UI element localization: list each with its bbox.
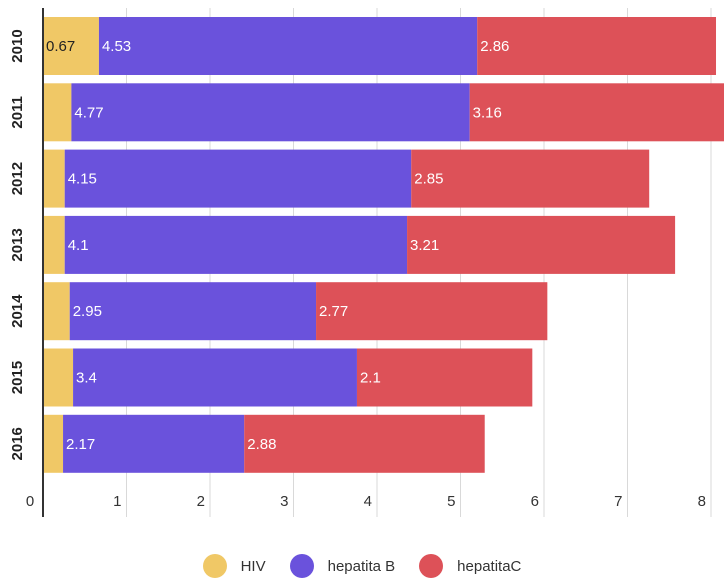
data-label: 4.53 — [102, 38, 131, 55]
legend-swatch — [202, 554, 227, 578]
bar-hiv-2011 — [43, 83, 72, 142]
y-category-label: 2012 — [9, 162, 26, 195]
x-tick-label: 2 — [197, 493, 205, 510]
bar-hepatitac-2015 — [356, 348, 533, 407]
bar-hepatita-b-2016 — [63, 414, 245, 473]
x-tick-label: 5 — [447, 493, 455, 510]
data-label: 2.1 — [360, 370, 381, 387]
x-tick-label: 7 — [614, 493, 622, 510]
x-tick-label: 8 — [698, 493, 706, 510]
x-tick-label: 1 — [113, 493, 121, 510]
data-label: 3.16 — [473, 104, 502, 121]
bar-hepatitac-2014 — [316, 282, 548, 341]
bar-hepatitac-2012 — [411, 149, 650, 208]
bar-hepatita-b-2010 — [98, 17, 478, 75]
x-tick-label: 3 — [280, 493, 288, 510]
bar-hiv-2010 — [43, 17, 99, 75]
legend-item: hepatitaC — [419, 554, 521, 578]
x-tick-label: 6 — [531, 493, 539, 510]
data-label: 3.21 — [410, 237, 439, 254]
data-label: 2.17 — [66, 436, 95, 453]
data-label: 2.85 — [414, 171, 443, 188]
bar-hepatitac-2013 — [407, 215, 676, 274]
legend-label: HIV — [240, 557, 266, 575]
y-category-label: 2016 — [9, 427, 26, 460]
bars — [43, 17, 724, 473]
y-category-label: 2010 — [9, 29, 26, 62]
bar-hepatita-b-2011 — [71, 83, 470, 142]
bar-hiv-2016 — [43, 414, 64, 473]
data-label: 4.1 — [68, 237, 89, 254]
y-category-label: 2011 — [9, 96, 26, 129]
bar-hepatita-b-2015 — [73, 348, 357, 407]
data-label: 3.4 — [76, 370, 97, 387]
data-label: 4.15 — [68, 171, 97, 188]
legend-item: hepatita B — [289, 554, 396, 578]
data-label: 2.95 — [73, 303, 102, 320]
x-tick-label: 0 — [26, 493, 34, 510]
bar-hepatitac-2016 — [244, 414, 485, 473]
bar-hiv-2013 — [43, 215, 65, 274]
y-category-label: 2014 — [9, 294, 26, 328]
bar-hepatitac-2010 — [477, 17, 717, 75]
legend: HIV hepatita B hepatitaC — [0, 552, 724, 580]
y-category-label: 2015 — [9, 361, 26, 394]
legend-label: hepatitaC — [457, 557, 522, 575]
data-label: 2.88 — [247, 436, 276, 453]
bar-hiv-2012 — [43, 149, 65, 208]
legend-label: hepatita B — [327, 557, 396, 575]
data-label: 2.86 — [480, 38, 509, 55]
legend-item: HIV — [202, 554, 266, 578]
bar-hepatita-b-2012 — [64, 149, 412, 208]
bar-hepatitac-2011 — [469, 83, 724, 142]
data-label: 4.77 — [74, 104, 103, 121]
legend-swatch — [419, 554, 444, 578]
bar-hepatita-b-2013 — [64, 215, 408, 274]
bar-hiv-2015 — [43, 348, 74, 407]
x-tick-label: 4 — [364, 493, 372, 510]
bar-hepatita-b-2014 — [69, 282, 317, 341]
data-label: 2.77 — [319, 303, 348, 320]
data-labels: 0.67 4.53 2.86 4.77 3.16 4.15 2.85 4.1 3.21 2.95 2… — [46, 38, 509, 453]
data-label: 0.67 — [46, 38, 75, 55]
y-category-label: 2013 — [9, 228, 26, 261]
bar-hiv-2014 — [43, 282, 70, 341]
axes: 0 1 2 3 4 5 6 7 8 2010 2011 2012 2013 2014 2015 2016 — [9, 8, 706, 517]
legend-swatch — [289, 554, 314, 578]
